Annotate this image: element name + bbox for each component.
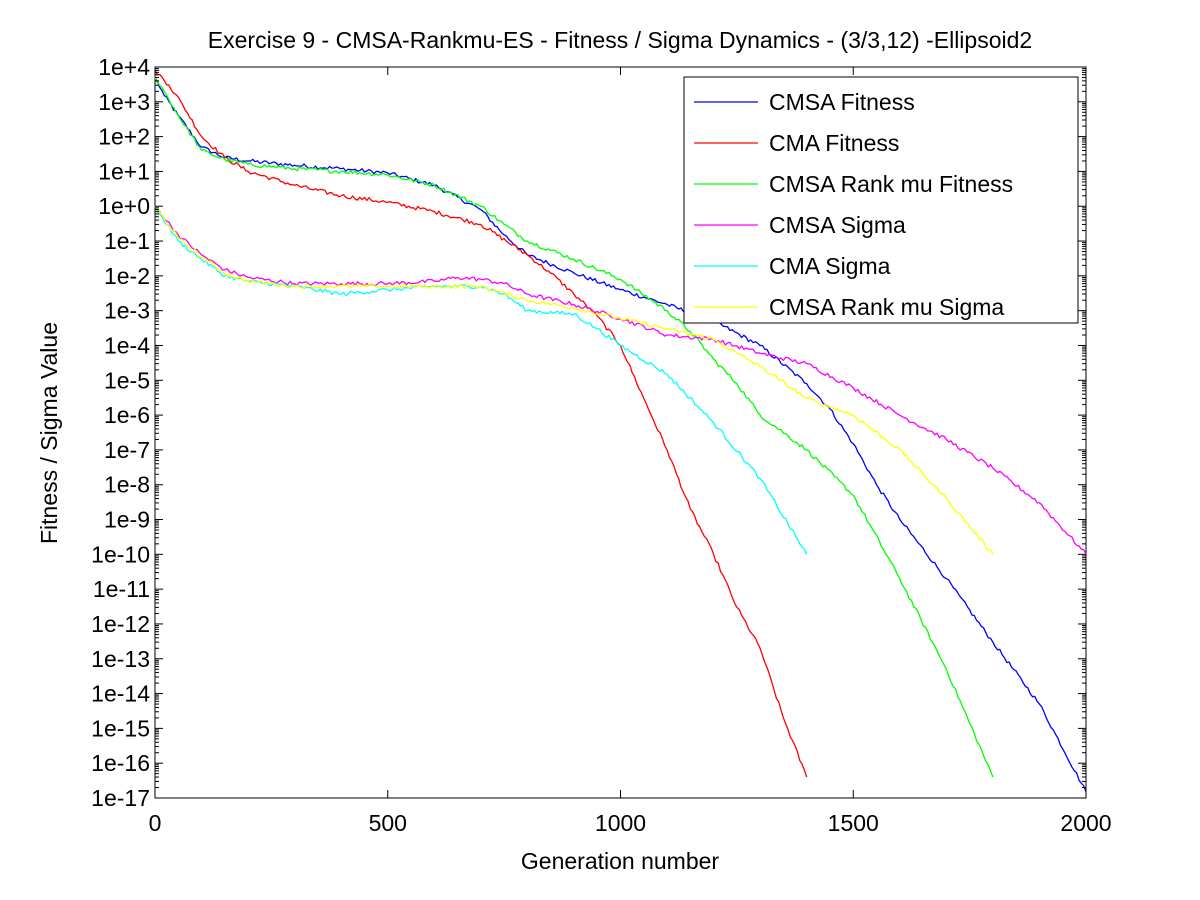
legend: CMSA Fitness CMA Fitness CMSA Rank mu Fitn… [683,76,1079,324]
legend-label: CMA Fitness [769,130,899,156]
series-line-3 [154,77,994,778]
legend-box [683,76,1079,324]
y-tick-label: 1e-15 [91,715,150,741]
legend-label: CMSA Fitness [769,89,915,115]
tick-layer [154,66,1087,799]
y-tick-label: 1e-17 [91,785,150,811]
y-tick-label: 1e-4 [104,332,150,358]
y-tick-label: 1e-6 [104,402,150,428]
y-tick-label: 1e-7 [104,437,150,463]
series-line-2 [154,70,808,778]
y-tick-label: 1e-1 [104,228,150,254]
y-tick-label: 1e-16 [91,750,150,776]
x-tick-label: 2000 [1060,810,1111,836]
y-tick-label: 1e-8 [104,472,150,498]
x-tick-label: 1500 [828,810,879,836]
y-tick-label: 1e+0 [98,193,150,219]
y-tick-label: 1e-10 [91,541,150,567]
y-tick-label: 1e-12 [91,611,150,637]
y-axis-label: Fitness / Sigma Value [36,322,62,544]
y-tick-label: 1e-3 [104,298,150,324]
x-tick-label: 500 [369,810,407,836]
series-layer [154,70,1087,793]
chart-title: Exercise 9 - CMSA-Rankmu-ES - Fitness / … [208,27,1032,53]
legend-label: CMSA Sigma [769,212,906,238]
y-tick-label: 1e+3 [98,89,150,115]
legend-label: CMSA Rank mu Fitness [769,171,1013,197]
y-tick-label: 1e+1 [98,158,150,184]
y-tick-labels: 1e+4 1e+3 1e+2 1e+1 1e+0 1e-1 1e-2 1e-3 1e-4 1e-5… [91,54,150,811]
legend-entries: CMSA Fitness CMA Fitness CMSA Rank mu Fitn… [694,89,1013,320]
y-tick-label: 1e+2 [98,124,150,150]
y-tick-label: 1e-13 [91,646,150,672]
x-axis-label: Generation number [521,848,720,874]
y-tick-label: 1e-5 [104,367,150,393]
y-tick-label: 1e-9 [104,507,150,533]
y-tick-label: 1e-2 [104,263,150,289]
y-tick-label: 1e-14 [91,681,150,707]
x-tick-label: 0 [149,810,162,836]
y-tick-label: 1e-11 [93,576,150,602]
y-tick-label: 1e+4 [98,54,150,80]
legend-label: CMA Sigma [769,253,891,279]
series-line-6 [154,205,994,555]
legend-label: CMSA Rank mu Sigma [769,294,1004,320]
x-tick-labels: 0 500 1000 1500 2000 [149,810,1112,836]
x-tick-label: 1000 [595,810,646,836]
